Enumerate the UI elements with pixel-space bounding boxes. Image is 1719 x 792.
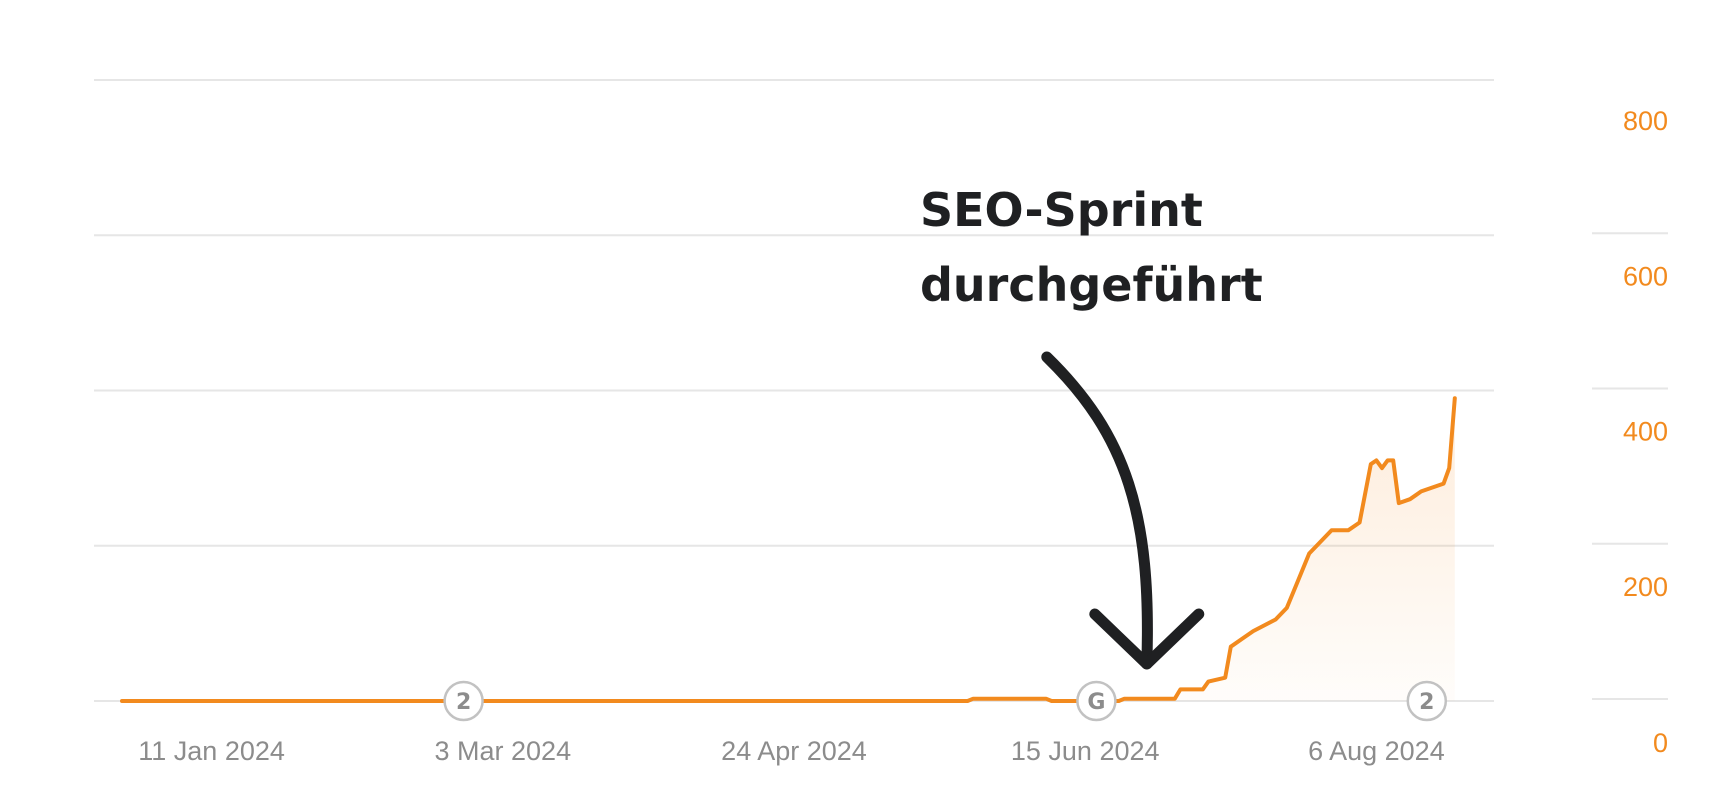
- y-tick-label: 400: [1623, 417, 1668, 447]
- event-marker-label: 2: [456, 690, 471, 715]
- x-tick-label: 15 Jun 2024: [1011, 736, 1160, 766]
- y-tick-label: 600: [1623, 261, 1668, 291]
- event-marker-circle: [443, 680, 484, 722]
- annotation: SEO-Sprint durchgeführt: [920, 183, 1263, 670]
- area-fill: [122, 398, 1455, 701]
- x-tick-label: 11 Jan 2024: [138, 736, 285, 766]
- y-axis-ticks: 0 200 400 600 800: [1623, 106, 1668, 758]
- event-marker[interactable]: 2: [443, 680, 484, 722]
- annotation-arrow: [1041, 351, 1153, 670]
- event-marker-label: 2: [1419, 690, 1434, 715]
- annotation-line-2: durchgeführt: [920, 258, 1263, 312]
- series-line: [120, 396, 1457, 703]
- annotation-arrowhead: [1089, 608, 1205, 670]
- x-tick-label: 3 Mar 2024: [435, 736, 572, 766]
- event-marker[interactable]: G: [1076, 680, 1117, 722]
- event-marker-circle: [1406, 680, 1448, 722]
- series-area: [122, 398, 1455, 701]
- x-tick-label: 6 Aug 2024: [1308, 736, 1445, 766]
- x-axis-ticks: 11 Jan 2024 3 Mar 2024 24 Apr 2024 15 Jun 2…: [138, 736, 1444, 766]
- gridlines: [94, 79, 1668, 702]
- series-path: [120, 396, 1457, 703]
- y-tick-label: 800: [1623, 106, 1668, 136]
- event-markers: 2 G 2: [443, 680, 1448, 722]
- y-tick-label: 200: [1623, 572, 1668, 602]
- annotation-line-1: SEO-Sprint: [920, 183, 1203, 237]
- y-tick-label: 0: [1653, 728, 1668, 758]
- event-marker-label: G: [1087, 690, 1105, 715]
- x-tick-label: 24 Apr 2024: [721, 736, 867, 766]
- event-marker-circle: [1076, 680, 1117, 722]
- event-marker[interactable]: 2: [1406, 680, 1448, 722]
